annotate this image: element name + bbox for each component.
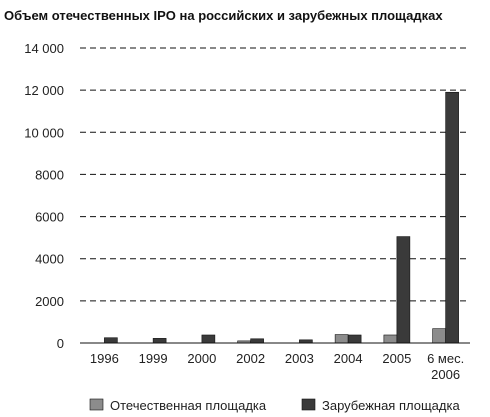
x-tick-label: 6 мес. 2006 [427,351,464,382]
x-tick-label: 2004 [334,351,363,366]
bar-foreign [347,334,362,344]
legend-swatch-foreign [301,398,316,411]
y-axis-ticks: 14 000 12 000 10 000 8000 6000 4000 2000 0 [24,41,64,351]
y-tick-label: 8000 [35,167,64,182]
y-tick-label: 14 000 [24,41,64,56]
bar-foreign [104,337,118,344]
x-tick-label: 2000 [187,351,216,366]
bar-domestic [432,328,446,344]
y-tick-label: 6000 [35,210,64,225]
y-tick-label: 0 [57,336,64,351]
legend-swatch-domestic [89,398,104,411]
x-tick-label: 1996 [90,351,119,366]
bar-foreign [396,236,411,344]
bars [104,91,459,344]
y-tick-label: 12 000 [24,83,64,98]
y-tick-label: 4000 [35,252,64,267]
x-axis-ticks: 1996 1999 2000 2002 2003 2004 2005 6 мес. 2006 [90,351,464,382]
bar-foreign [152,338,167,344]
x-tick-label: 1999 [139,351,168,366]
bar-foreign [445,91,459,344]
x-tick-label: 2005 [382,351,411,366]
legend-label-foreign: Зарубежная площадка [322,398,460,413]
y-tick-label: 10 000 [24,125,64,140]
y-tick-label: 2000 [35,294,64,309]
bar-domestic [383,334,398,344]
bar-foreign [201,334,216,344]
chart-title: Объем отечественных IPO на российских и … [4,8,443,23]
bar-domestic [334,334,349,344]
bar-foreign [250,338,264,344]
x-tick-label: 2003 [285,351,314,366]
x-tick-label: 2002 [236,351,265,366]
legend: Отечественная площадка Зарубежная площадк… [89,398,460,413]
grid-lines [80,47,470,302]
legend-label-domestic: Отечественная площадка [110,398,267,413]
